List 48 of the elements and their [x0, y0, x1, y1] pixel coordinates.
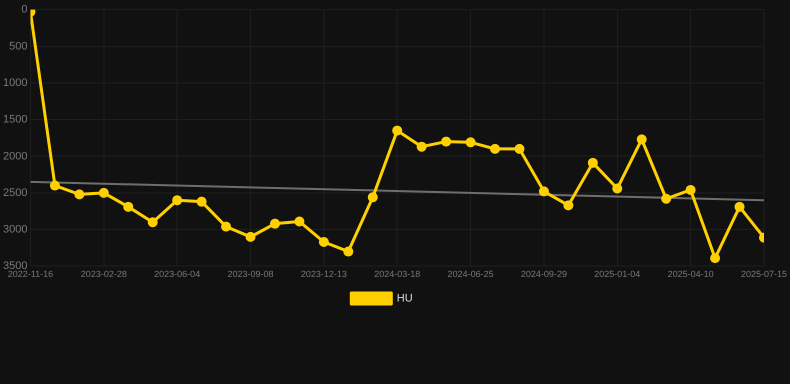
- y-tick-label: 3000: [2, 224, 28, 236]
- y-tick-label: 2000: [2, 150, 28, 162]
- point: [270, 218, 280, 229]
- point: [294, 216, 304, 226]
- point: [734, 202, 745, 212]
- point: [368, 192, 378, 202]
- point: [466, 137, 476, 148]
- y-tick-label: 500: [9, 40, 28, 52]
- legend-label: HU: [396, 292, 413, 305]
- point: [318, 237, 329, 248]
- x-tick-label: 2025-04-10: [668, 269, 714, 280]
- point: [686, 184, 696, 195]
- point: [538, 186, 549, 196]
- x-tick-label: 2024-03-18: [374, 269, 420, 280]
- y-tick-label: 2500: [2, 186, 28, 199]
- point: [392, 126, 402, 136]
- point: [588, 158, 598, 168]
- point: [221, 222, 232, 232]
- point: [50, 180, 60, 191]
- x-tick-label: 2025-01-04: [594, 269, 640, 280]
- point: [661, 194, 672, 204]
- point: [246, 232, 256, 242]
- point: [490, 144, 500, 154]
- point: [612, 183, 622, 194]
- point: [148, 217, 158, 228]
- point: [710, 253, 720, 264]
- point: [636, 134, 647, 144]
- point: [123, 202, 134, 212]
- y-tick-label: 0: [21, 4, 28, 16]
- x-tick-label: 2024-09-29: [520, 269, 567, 280]
- point: [196, 196, 207, 207]
- x-tick-label: 2025-07-15: [740, 269, 788, 280]
- x-tick-label: 2023-12-13: [300, 269, 347, 280]
- point: [563, 200, 574, 210]
- y-tick-label: 1500: [2, 114, 28, 126]
- point: [343, 246, 354, 257]
- point: [172, 195, 182, 206]
- point: [514, 144, 524, 154]
- x-tick-label: 2023-09-08: [228, 269, 274, 280]
- x-tick-label: 2023-06-04: [154, 269, 200, 280]
- x-tick-label: 2023-02-28: [80, 269, 127, 280]
- point: [98, 188, 109, 198]
- point: [441, 136, 452, 147]
- x-tick-label: 2022-11-16: [8, 269, 54, 280]
- y-tick-label: 1000: [2, 76, 28, 89]
- point: [416, 142, 427, 152]
- x-tick-label: 2024-06-25: [448, 269, 494, 280]
- point: [74, 189, 84, 200]
